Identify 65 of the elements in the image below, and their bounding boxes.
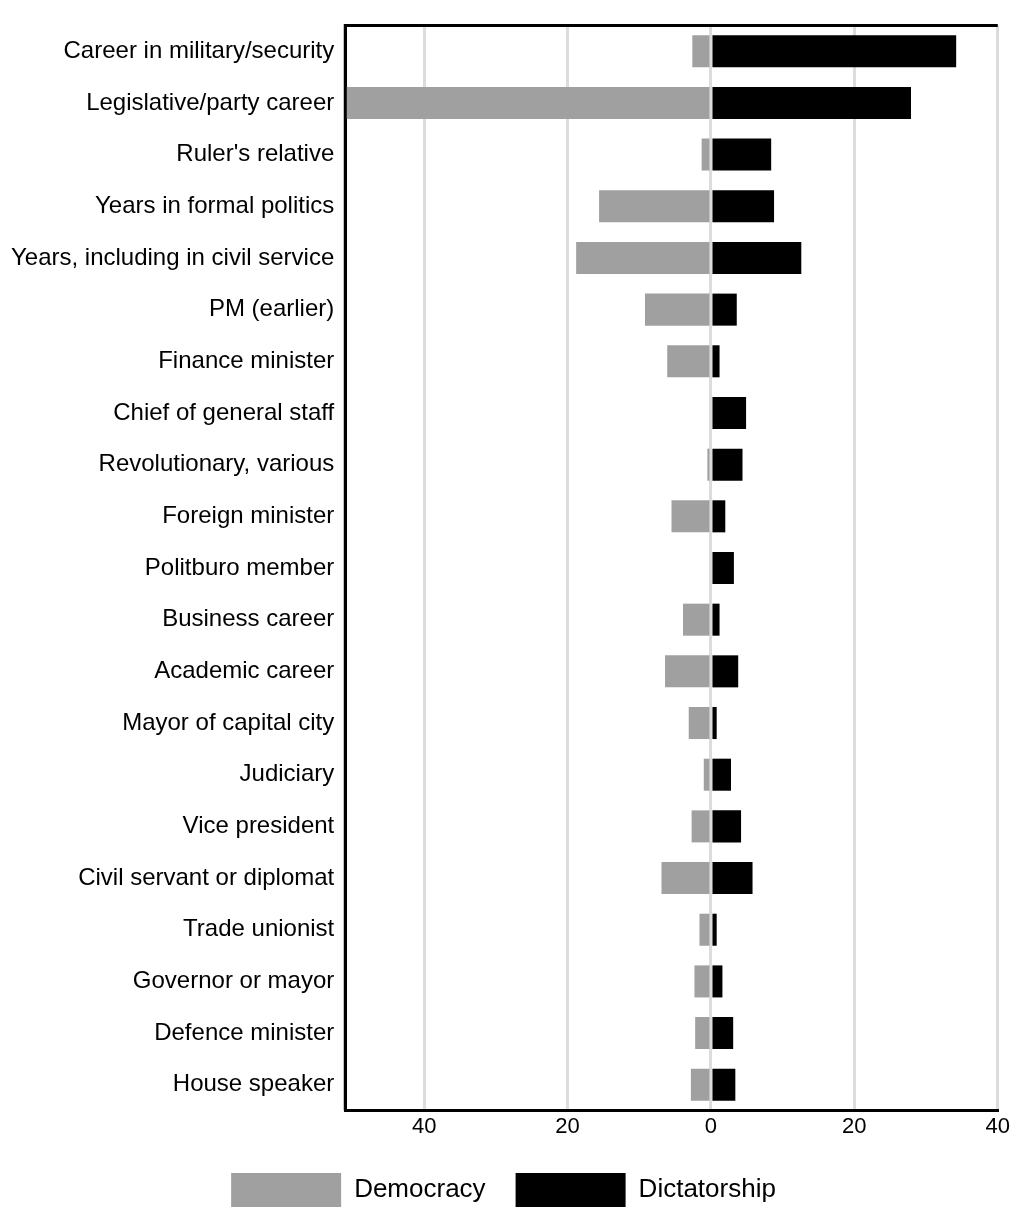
y-tick-label: Defence minister: [154, 1017, 335, 1045]
y-tick-label: House speaker: [172, 1069, 335, 1097]
bar: [712, 1068, 736, 1101]
y-tick-label: Politburo member: [144, 552, 335, 580]
y-tick-label: Business career: [162, 604, 335, 632]
x-tick-label: 40: [411, 1112, 437, 1138]
bar: [712, 396, 747, 429]
bar: [712, 190, 775, 223]
y-tick-label: Trade unionist: [183, 914, 335, 942]
x-tick-label: 20: [842, 1112, 867, 1138]
bar: [712, 138, 772, 171]
y-tick-label: Mayor of capital city: [122, 707, 335, 735]
y-tick-label: Academic career: [154, 655, 335, 683]
bar: [712, 758, 732, 791]
bar: [712, 86, 911, 119]
bar: [699, 913, 710, 946]
bar: [712, 810, 742, 843]
bar: [712, 241, 802, 274]
bar: [712, 345, 720, 378]
bar: [712, 500, 726, 533]
x-tick-label: 20: [555, 1112, 580, 1138]
y-tick-label: PM (earlier): [208, 294, 335, 322]
bar: [712, 913, 717, 946]
y-tick-label: Civil servant or diplomat: [78, 862, 335, 890]
y-tick-label: Career in military/security: [63, 35, 335, 63]
bar: [712, 862, 753, 895]
bar: [712, 707, 717, 740]
bar: [712, 35, 957, 68]
bar: [667, 345, 710, 378]
bar: [688, 707, 710, 740]
x-tick-label: 0: [704, 1112, 718, 1138]
y-tick-label: Legislative/party career: [86, 87, 335, 115]
bar: [712, 448, 743, 481]
bar: [712, 655, 739, 688]
bar: [707, 448, 710, 481]
bar: [712, 603, 720, 636]
bar: [695, 1017, 710, 1050]
bar: [690, 1068, 710, 1101]
bar: [712, 965, 723, 998]
bar: [644, 293, 710, 326]
x-tick-label: 40: [985, 1112, 1011, 1138]
y-tick-label: Years in formal politics: [95, 190, 335, 218]
bar: [599, 190, 710, 223]
y-tick-label: Ruler's relative: [176, 139, 335, 167]
y-tick-label: Governor or mayor: [132, 966, 335, 994]
bar: [682, 603, 710, 636]
bar: [691, 810, 710, 843]
legend-label: Democracy: [354, 1173, 486, 1204]
y-tick-label: Revolutionary, various: [98, 449, 335, 477]
y-tick-label: Finance minister: [158, 345, 335, 373]
y-tick-label: Vice president: [182, 811, 335, 839]
bar: [694, 965, 710, 998]
y-tick-label: Foreign minister: [162, 500, 335, 528]
bar: [692, 35, 710, 68]
bar: [712, 1017, 734, 1050]
y-tick-label: Years, including in civil service: [11, 242, 335, 270]
bar: [576, 241, 710, 274]
y-tick-label: Judiciary: [239, 759, 335, 787]
y-tick-label: Chief of general staff: [113, 397, 335, 425]
bar: [671, 500, 710, 533]
bar: [712, 551, 734, 585]
bar: [661, 862, 710, 895]
bar: [665, 655, 710, 688]
legend-label: Dictatorship: [638, 1173, 776, 1204]
bar: [712, 293, 737, 326]
